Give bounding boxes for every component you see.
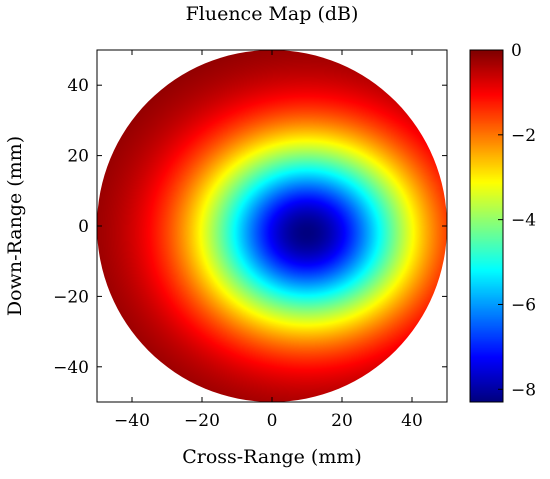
colorbar-ticks: 0 −2 −4 −6 −8 (498, 41, 536, 400)
colorbar-tick-label: 0 (511, 41, 522, 61)
x-tick-label: −20 (184, 411, 220, 431)
y-tick-label: −20 (53, 287, 89, 307)
y-tick-label: −40 (53, 358, 89, 378)
colorbar-frame (469, 49, 504, 403)
x-tick-label: 0 (267, 411, 278, 431)
y-tick-label: 0 (78, 217, 89, 237)
y-axis-ticks: −40 −20 0 20 40 (53, 76, 447, 378)
heatmap-image (97, 50, 447, 402)
colorbar-gradient (470, 50, 503, 402)
heatmap-field (97, 50, 447, 402)
colorbar-tick-label: −8 (511, 380, 536, 400)
colorbar-tick-label: −4 (511, 211, 536, 231)
x-tick-label: −40 (114, 411, 150, 431)
colorbar-tick-label: −6 (511, 295, 536, 315)
x-tick-label: 20 (331, 411, 353, 431)
colorbar: 0 −2 −4 −6 −8 (469, 41, 536, 403)
x-axis-ticks: −40 −20 0 20 40 (114, 50, 423, 431)
y-axis-label: Down-Range (mm) (4, 136, 26, 316)
chart-title: Fluence Map (dB) (186, 3, 359, 25)
colorbar-tick-label: −2 (511, 126, 536, 146)
y-tick-label: 20 (67, 147, 89, 167)
x-axis-label: Cross-Range (mm) (182, 446, 362, 468)
y-tick-label: 40 (67, 76, 89, 96)
x-tick-label: 40 (401, 411, 423, 431)
